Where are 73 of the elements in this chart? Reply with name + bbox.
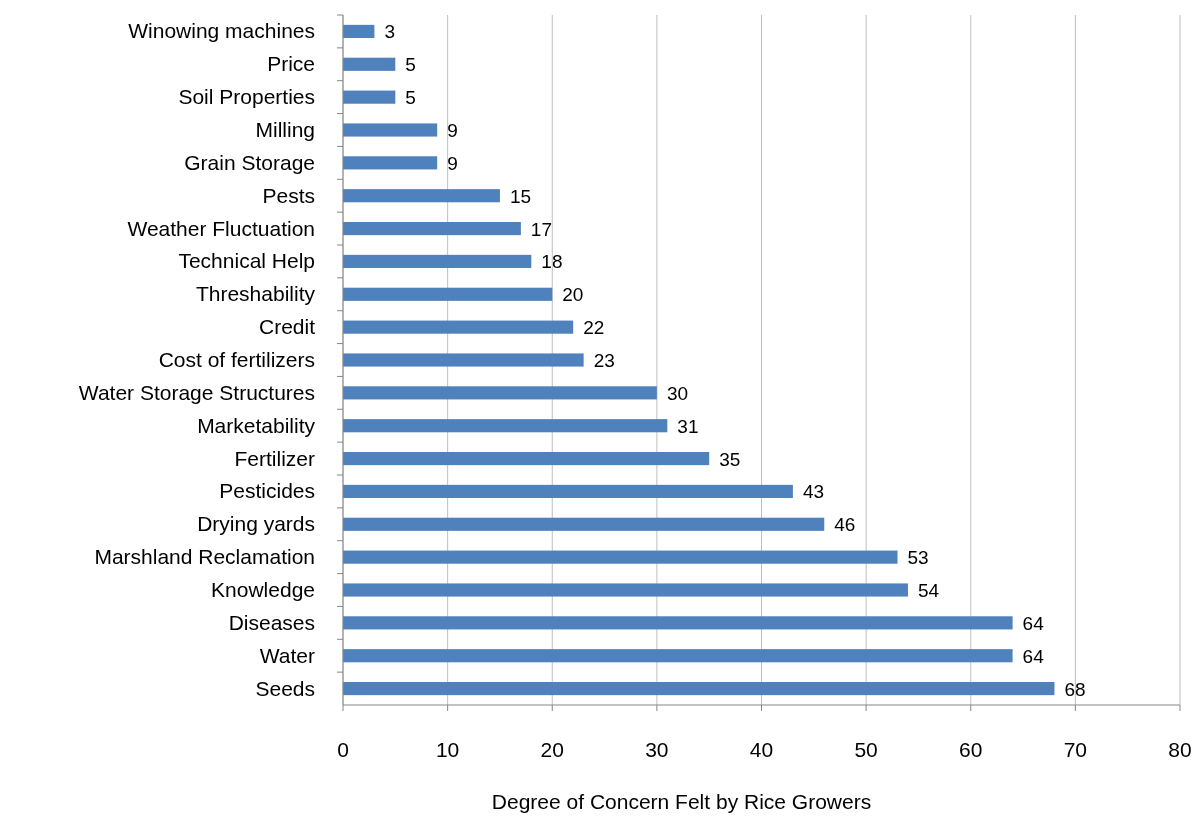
y-tick-label: Diseases	[228, 610, 315, 634]
bar	[343, 419, 668, 433]
y-tick-label: Cost of fertilizers	[158, 348, 315, 371]
x-tick-label: 60	[959, 738, 983, 761]
data-label: 64	[1022, 645, 1045, 667]
x-tick-label: 40	[749, 738, 774, 761]
y-tick-label: Threshability	[195, 282, 316, 306]
data-label: 20	[562, 284, 584, 306]
bar	[343, 320, 574, 334]
data-label: 3	[384, 21, 395, 43]
y-tick-label: Milling	[255, 118, 315, 141]
bar	[343, 353, 584, 367]
data-label: 22	[583, 317, 605, 339]
x-tick-label: 50	[854, 738, 878, 761]
y-tick-label: Weather Fluctuation	[127, 216, 315, 240]
bar	[343, 123, 438, 137]
data-label: 5	[405, 54, 416, 76]
bar	[343, 452, 710, 466]
data-label: 5	[405, 87, 416, 109]
y-tick-label: Soil Properties	[178, 85, 315, 109]
bar	[343, 189, 500, 203]
y-tick-label: Seeds	[255, 676, 315, 700]
data-label: 15	[509, 185, 532, 207]
data-label: 35	[719, 448, 741, 470]
y-tick-label: Fertilizer	[234, 446, 315, 470]
data-label: 68	[1064, 678, 1086, 700]
x-tick-label: 20	[540, 738, 564, 761]
data-label: 23	[593, 350, 615, 371]
y-tick-label: Pests	[262, 183, 315, 207]
y-tick-label: Knowledge	[211, 578, 315, 601]
y-tick-label: Water	[259, 643, 315, 667]
bar	[343, 254, 532, 268]
data-label: 53	[907, 547, 929, 569]
bar	[343, 517, 825, 531]
bar	[343, 222, 521, 236]
y-tick-label: Price	[267, 52, 315, 76]
data-label: 9	[447, 120, 458, 141]
y-tick-label: Drying yards	[197, 512, 315, 536]
x-tick-label: 80	[1168, 738, 1192, 761]
data-label: 46	[834, 514, 856, 536]
data-label: 31	[677, 415, 699, 437]
bar	[343, 287, 553, 301]
bar	[343, 156, 438, 170]
bar	[343, 90, 396, 104]
data-label: 43	[802, 481, 825, 503]
bar	[343, 57, 396, 71]
y-tick-label: Grain Storage	[184, 150, 315, 174]
bar	[343, 583, 908, 597]
x-tick-label: 30	[645, 738, 669, 761]
y-tick-label: Pesticides	[219, 479, 315, 503]
bar	[343, 649, 1013, 663]
bar	[343, 386, 657, 400]
x-tick-label: 10	[435, 738, 460, 761]
data-label: 30	[666, 382, 689, 404]
data-label: 9	[447, 152, 458, 174]
y-tick-label: Marshland Reclamation	[94, 545, 315, 569]
y-tick-label: Water Storage Structures	[78, 380, 315, 404]
bar	[343, 616, 1013, 630]
x-tick-label: 0	[337, 738, 349, 761]
data-label: 17	[530, 218, 552, 240]
bar	[343, 550, 898, 564]
bar	[343, 24, 375, 38]
x-tick-label: 70	[1063, 738, 1088, 761]
bar	[343, 682, 1055, 696]
y-tick-label: Credit	[258, 315, 316, 339]
y-tick-label: Marketability	[197, 413, 316, 437]
data-label: 54	[917, 580, 940, 601]
data-label: 18	[541, 251, 563, 273]
x-axis-title: Degree of Concern Felt by Rice Growers	[491, 790, 872, 813]
y-tick-label: Winowing machines	[128, 19, 315, 43]
bar	[343, 484, 793, 498]
data-label: 64	[1022, 612, 1045, 634]
y-tick-label: Technical Help	[178, 249, 315, 273]
